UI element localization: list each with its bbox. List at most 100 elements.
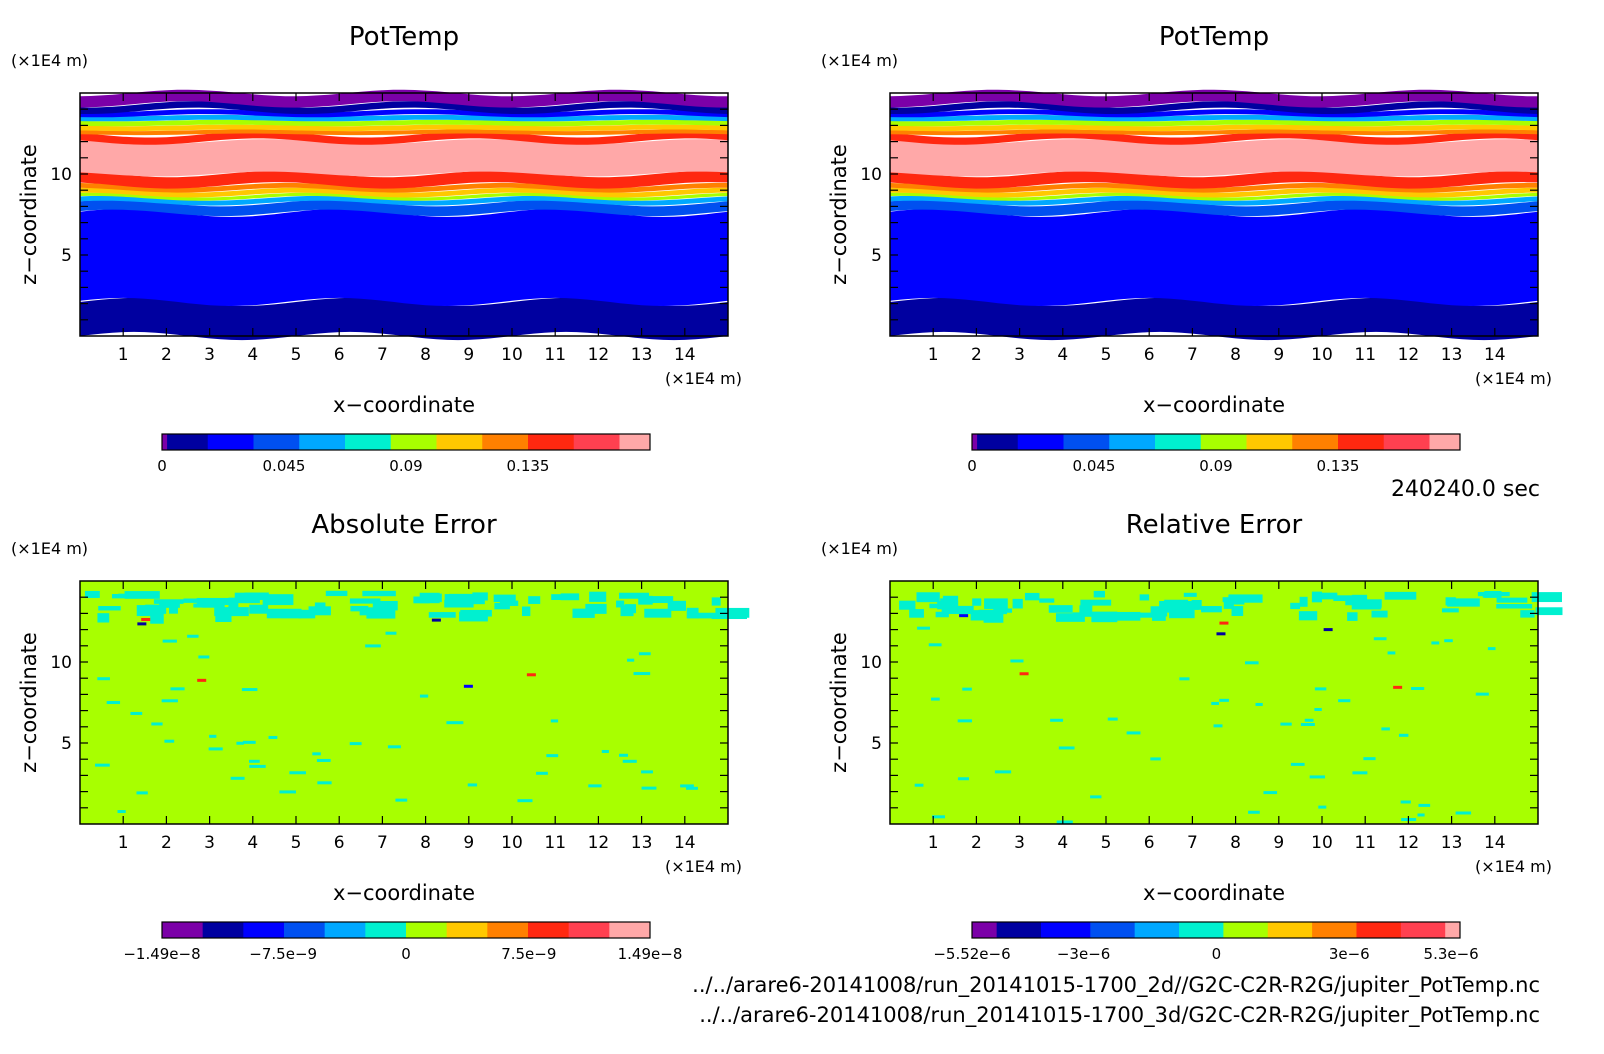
colorbar-segment <box>972 922 998 938</box>
error-patch <box>1345 595 1367 606</box>
x-tick-label: 5 <box>291 833 302 853</box>
error-patch <box>1211 701 1220 705</box>
x-tick-label: 11 <box>1354 345 1376 365</box>
error-patch <box>279 790 296 794</box>
error-patch <box>1290 602 1301 610</box>
error-patch <box>249 764 266 768</box>
error-patch <box>230 776 245 780</box>
contour-field <box>890 89 1538 341</box>
error-patch <box>150 613 164 624</box>
y-unit-label: (×1E4 m) <box>821 539 898 558</box>
colorbar-segment <box>167 434 209 450</box>
colorbar-segment <box>1267 922 1313 938</box>
contour-band <box>80 129 728 136</box>
error-patch <box>572 608 595 618</box>
contour-band <box>80 208 728 306</box>
colorbar-label: 5.3e−6 <box>1424 945 1479 963</box>
x-tick-label: 10 <box>501 833 523 853</box>
colorbar-segment <box>568 922 610 938</box>
error-patch <box>627 658 635 662</box>
error-patch <box>117 810 126 814</box>
colorbar-label: 0.045 <box>1073 457 1116 475</box>
colorbar-segment <box>436 434 483 450</box>
error-patch <box>349 742 362 746</box>
error-patch <box>1371 600 1382 608</box>
x-tick-label: 2 <box>971 345 982 365</box>
x-tick-label: 9 <box>463 345 474 365</box>
x-tick-label: 1 <box>118 345 129 365</box>
error-patch <box>711 597 721 606</box>
time-label: 240240.0 sec <box>1391 477 1540 502</box>
error-patch <box>1309 775 1326 779</box>
colorbar-segment <box>528 434 575 450</box>
error-patch <box>978 609 1007 615</box>
error-patch <box>1012 598 1023 609</box>
colorbar-label: 0.09 <box>1199 457 1232 475</box>
x-tick-label: 7 <box>1187 833 1198 853</box>
colorbar-segment <box>406 922 448 938</box>
colorbar-segment <box>446 922 488 938</box>
panel-title: Absolute Error <box>311 510 497 540</box>
error-patch <box>942 595 959 602</box>
x-tick-label: 12 <box>1398 345 1420 365</box>
error-patch <box>1531 592 1562 603</box>
error-patch <box>638 652 651 656</box>
error-patch <box>983 612 1004 623</box>
x-tick-label: 3 <box>1014 345 1025 365</box>
error-patch <box>1150 757 1161 761</box>
x-unit-label: (×1E4 m) <box>665 369 742 388</box>
colorbar-segment <box>162 434 168 450</box>
colorbar-segment <box>1041 922 1091 938</box>
x-tick-label: 10 <box>1311 833 1333 853</box>
error-patch <box>1079 605 1093 615</box>
error-patch <box>298 611 316 619</box>
error-patch <box>959 614 969 618</box>
colorbar-frame <box>971 921 1461 939</box>
error-patch <box>686 786 698 790</box>
contour-band <box>890 109 1538 118</box>
error-patch <box>962 687 972 691</box>
error-patch <box>1191 599 1202 610</box>
colorbar-segment <box>482 434 529 450</box>
error-patch <box>1444 639 1453 643</box>
y-axis-label: z−coordinate <box>17 632 41 773</box>
error-patch <box>349 598 381 604</box>
error-patch <box>1299 596 1308 607</box>
error-patch <box>970 610 994 621</box>
x-axis-label: x−coordinate <box>1143 393 1285 417</box>
panel-title: PotTemp <box>349 22 459 52</box>
colorbar-segment <box>487 922 529 938</box>
error-patch <box>899 600 916 610</box>
error-patch <box>589 591 607 602</box>
error-patch <box>395 798 408 802</box>
error-patch <box>641 786 657 790</box>
error-patch <box>1139 594 1150 601</box>
x-tick-label: 8 <box>420 345 431 365</box>
error-patch <box>214 607 249 617</box>
error-patch <box>137 622 147 626</box>
error-patch <box>1048 605 1073 613</box>
error-patch <box>1093 590 1105 598</box>
y-tick-label: 10 <box>50 165 72 185</box>
x-tick-label: 11 <box>1354 833 1376 853</box>
error-patch <box>98 606 121 611</box>
error-patch <box>106 701 121 705</box>
x-tick-label: 5 <box>1101 833 1112 853</box>
contour-band <box>80 131 728 145</box>
x-tick-label: 8 <box>1230 833 1241 853</box>
y-unit-label: (×1E4 m) <box>11 539 88 558</box>
x-tick-label: 6 <box>1144 833 1155 853</box>
x-tick-label: 4 <box>247 833 258 853</box>
error-patch <box>241 688 258 692</box>
error-patch <box>151 722 163 726</box>
error-patch <box>463 684 473 688</box>
y-tick-label: 5 <box>871 734 882 754</box>
y-axis-label: z−coordinate <box>17 144 41 285</box>
x-tick-label: 3 <box>204 833 215 853</box>
error-patch <box>957 777 970 781</box>
error-patch <box>686 607 699 619</box>
error-patch <box>228 597 239 608</box>
